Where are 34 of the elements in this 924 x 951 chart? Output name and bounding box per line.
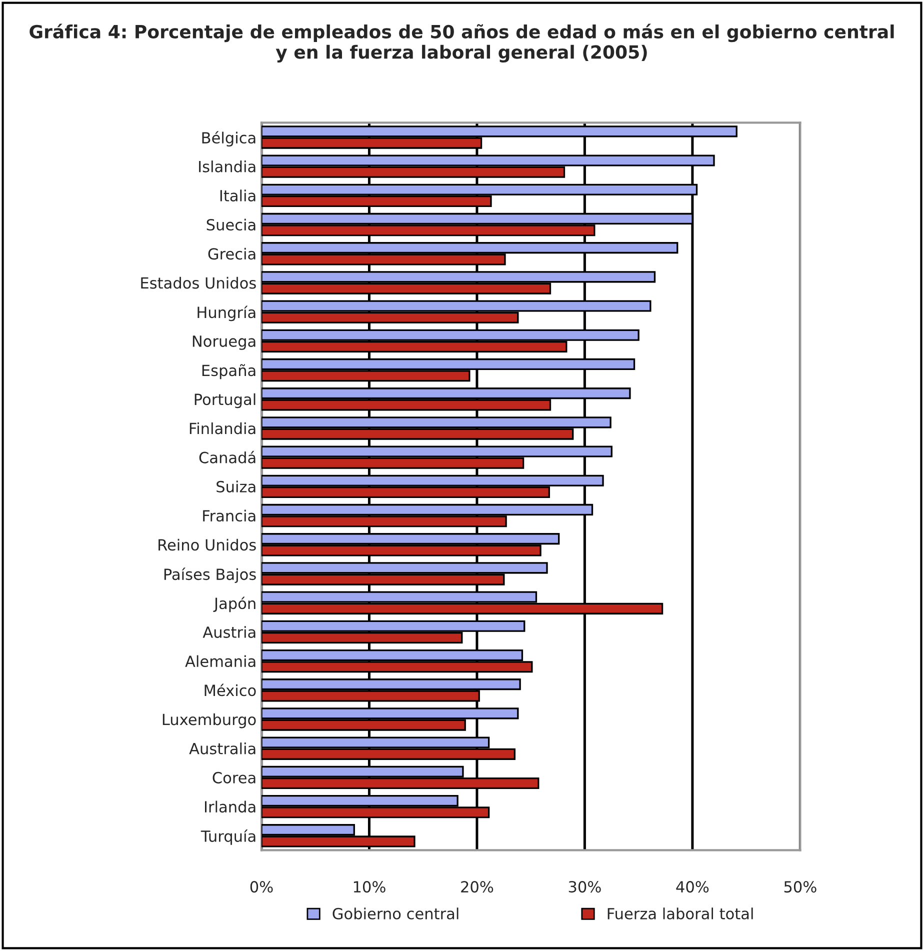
chart-title: Gráfica 4: Porcentaje de empleados de 50 años de edad o más en el gobierno central y en la fuerza laboral general (2005)	[30, 24, 894, 62]
y-tick-label: Turquía	[200, 830, 256, 845]
x-tick-label: 10%	[354, 881, 386, 893]
y-tick-label: Austria	[202, 626, 256, 638]
x-tick-label: 30%	[568, 881, 601, 893]
y-tick-label: Japón	[213, 596, 256, 612]
y-tick-label: Bélgica	[202, 131, 256, 147]
y-tick-label: Islandia	[199, 160, 256, 172]
y-tick-label: Australia	[189, 742, 256, 754]
y-tick-label: Grecia	[208, 248, 256, 260]
y-tick-label: Alemania	[185, 655, 256, 668]
y-tick-label: México	[204, 684, 256, 696]
legend-label: Gobierno central	[332, 908, 458, 920]
y-tick-label: Países Bajos	[164, 568, 256, 584]
y-tick-label: Estados Unidos	[141, 276, 256, 289]
y-tick-label: Luxemburgo	[162, 713, 256, 728]
y-tick-label: Irlanda	[204, 800, 256, 813]
x-tick-label: 20%	[461, 881, 494, 893]
y-tick-label: España	[202, 364, 256, 380]
y-tick-label: Francia	[203, 510, 256, 522]
x-tick-label: 0%	[250, 881, 273, 893]
y-tick-label: Portugal	[194, 393, 256, 408]
y-tick-label: Canadá	[199, 450, 256, 464]
y-tick-label: Finlandia	[190, 422, 256, 434]
y-tick-label: Italia	[220, 190, 256, 202]
y-tick-label: Noruega	[192, 336, 256, 350]
y-tick-label: Hungría	[198, 306, 256, 322]
x-tick-label: 50%	[784, 881, 816, 893]
y-tick-label: Corea	[212, 772, 256, 784]
y-tick-label: Suiza	[216, 480, 256, 492]
x-tick-label: 40%	[676, 881, 709, 893]
legend-label: Fuerza laboral total	[608, 908, 753, 920]
y-tick-label: Suecia	[206, 218, 256, 231]
y-tick-label: Reino Unidos	[158, 538, 256, 551]
